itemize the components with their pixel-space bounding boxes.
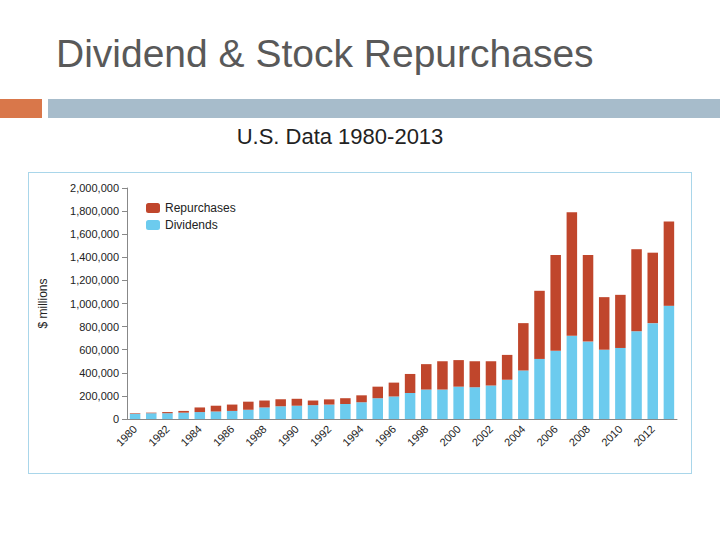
svg-text:1986: 1986: [211, 423, 237, 449]
svg-text:2004: 2004: [502, 423, 528, 449]
svg-text:1990: 1990: [275, 423, 301, 449]
svg-text:600,000: 600,000: [79, 344, 119, 356]
html-text:U.S. Data 1980-2013: U.S. Data 1980-2013: [236, 124, 444, 149]
svg-text:400,000: 400,000: [79, 367, 119, 379]
svg-text:800,000: 800,000: [79, 321, 119, 333]
html-text:Dividend & Stock Repurchases: Dividend & Stock Repurchases: [56, 32, 594, 75]
svg-text:1988: 1988: [243, 423, 269, 449]
svg-text:2010: 2010: [599, 423, 625, 449]
svg-text:1992: 1992: [308, 423, 334, 449]
svg-text:2006: 2006: [534, 423, 560, 449]
svg-text:2,000,000: 2,000,000: [70, 182, 119, 194]
svg-text:1984: 1984: [178, 423, 204, 449]
svg-text:1996: 1996: [372, 423, 398, 449]
svg-text:1980: 1980: [114, 423, 140, 449]
svg-text:1982: 1982: [146, 423, 172, 449]
svg-text:1,600,000: 1,600,000: [70, 228, 119, 240]
svg-text:2002: 2002: [469, 423, 495, 449]
svg-text:$ millions: $ millions: [36, 278, 50, 328]
svg-text:Dividends: Dividends: [165, 218, 218, 232]
svg-text:200,000: 200,000: [79, 390, 119, 402]
svg-text:1,000,000: 1,000,000: [70, 298, 119, 310]
svg-text:2000: 2000: [437, 423, 463, 449]
svg-text:0: 0: [113, 413, 119, 425]
svg-text:1994: 1994: [340, 423, 366, 449]
svg-text:2008: 2008: [567, 423, 593, 449]
svg-text:Repurchases: Repurchases: [165, 201, 236, 215]
svg-text:1,400,000: 1,400,000: [70, 251, 119, 263]
svg-text:1998: 1998: [405, 423, 431, 449]
svg-text:2012: 2012: [631, 423, 657, 449]
svg-text:1,800,000: 1,800,000: [70, 205, 119, 217]
svg-text:1,200,000: 1,200,000: [70, 274, 119, 286]
